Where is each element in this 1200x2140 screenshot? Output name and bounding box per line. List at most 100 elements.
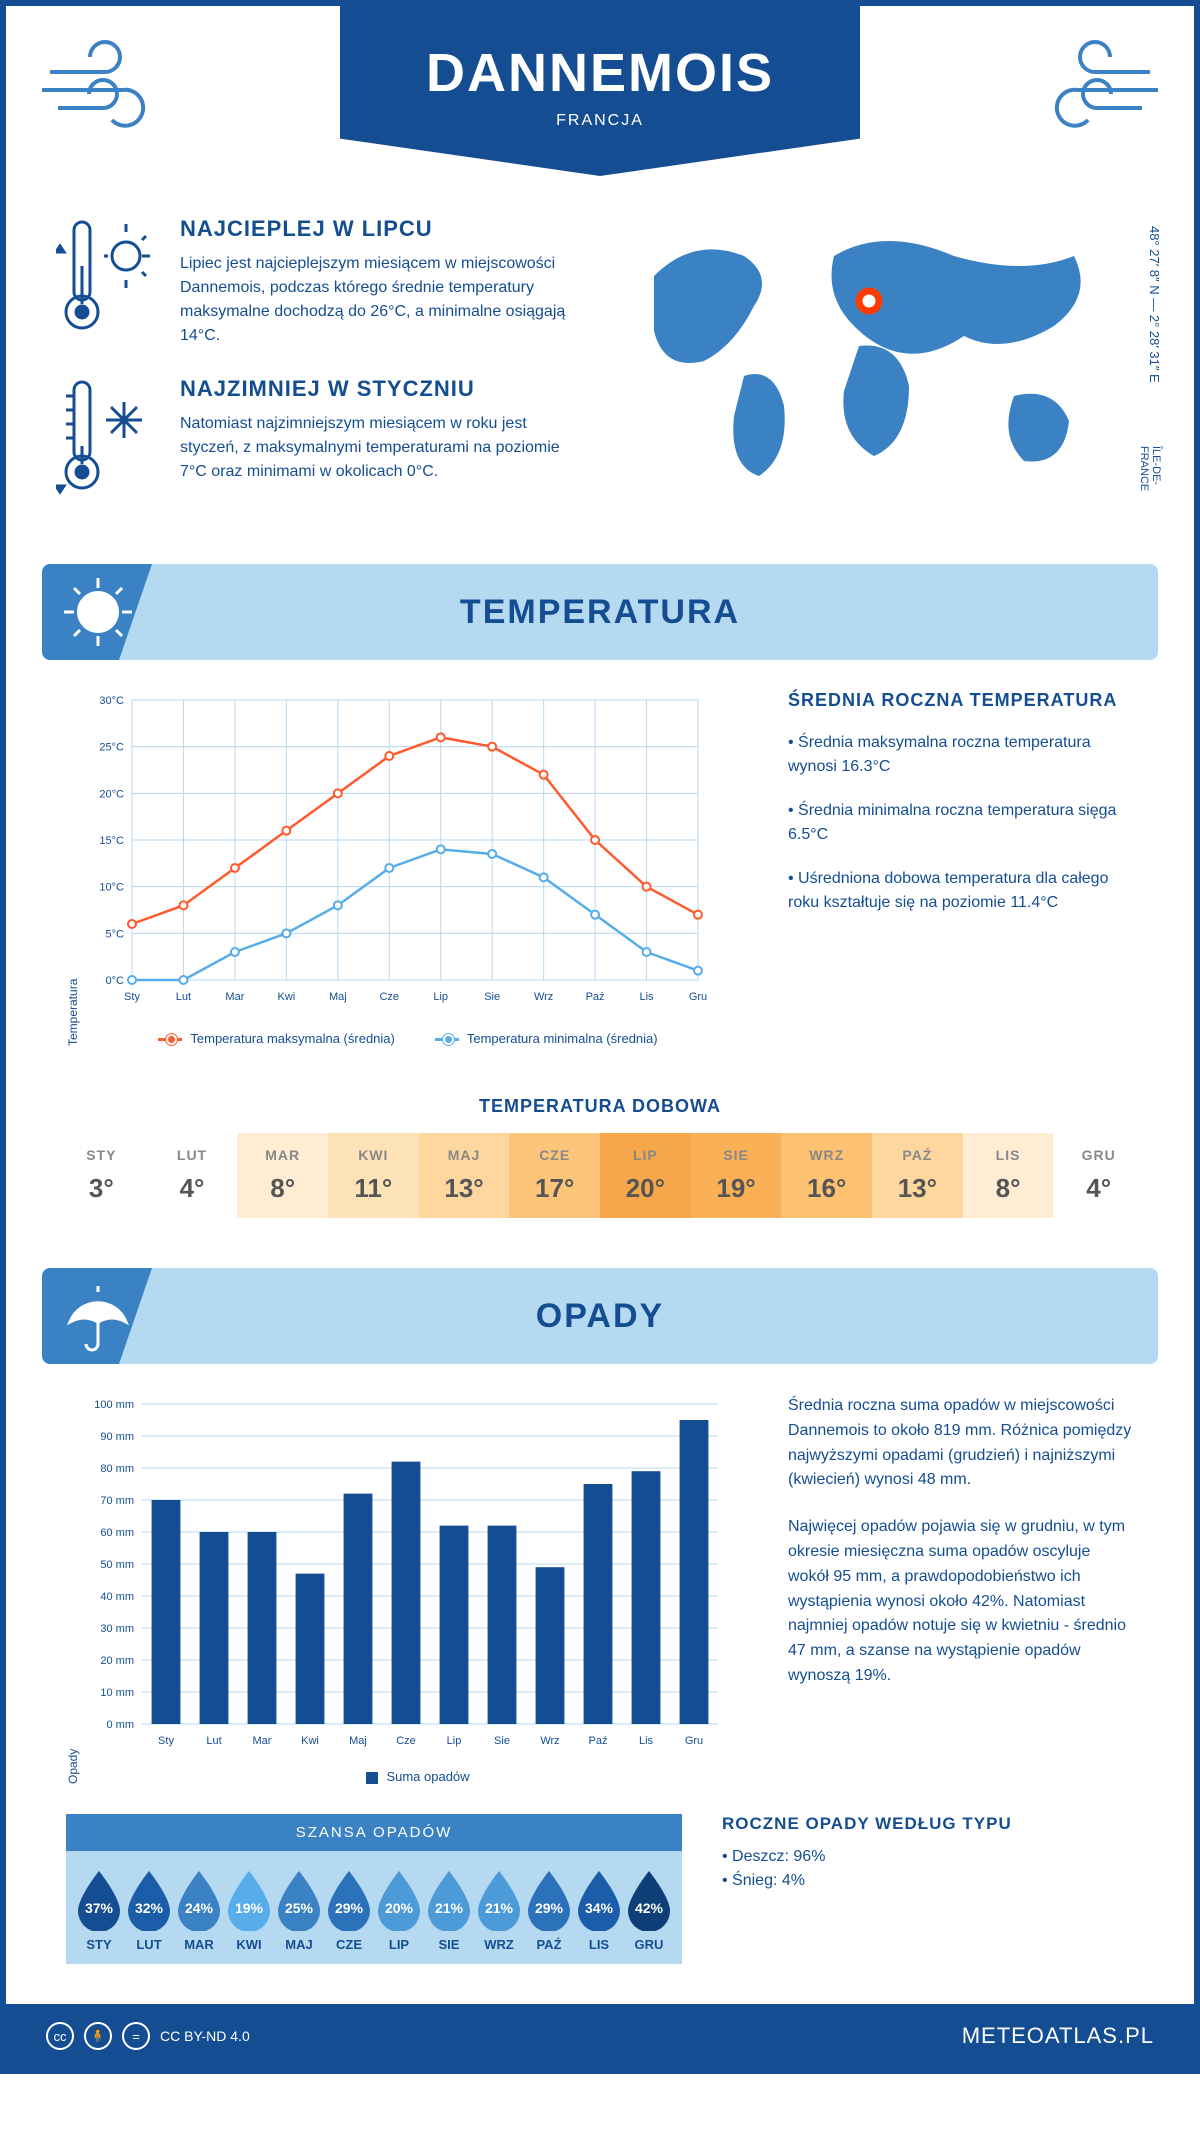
header: DANNEMOIS FRANCJA <box>6 6 1194 196</box>
chance-cell: 24% MAR <box>174 1869 224 1952</box>
svg-text:10°C: 10°C <box>99 882 124 894</box>
svg-text:42%: 42% <box>635 1900 664 1916</box>
fact-cold-text: Natomiast najzimniejszym miesiącem w rok… <box>180 412 584 484</box>
svg-text:Paź: Paź <box>586 991 605 1003</box>
svg-text:Sie: Sie <box>484 991 500 1003</box>
umbrella-icon <box>60 1278 136 1354</box>
svg-text:29%: 29% <box>335 1900 364 1916</box>
svg-text:Gru: Gru <box>685 1735 703 1747</box>
precip-legend: Suma opadów <box>88 1769 748 1784</box>
svg-text:Lip: Lip <box>433 991 448 1003</box>
svg-text:Kwi: Kwi <box>301 1735 319 1747</box>
daily-temp-title: TEMPERATURA DOBOWA <box>6 1096 1194 1117</box>
precip-text: Średnia roczna suma opadów w miejscowośc… <box>788 1394 1134 1784</box>
brand: METEOATLAS.PL <box>962 2023 1154 2049</box>
svg-text:25°C: 25°C <box>99 742 124 754</box>
svg-text:Sty: Sty <box>158 1735 174 1747</box>
coordinates: 48° 27′ 8″ N — 2° 28′ 31″ E <box>1147 226 1162 383</box>
city-name: DANNEMOIS <box>340 42 860 104</box>
svg-text:Cze: Cze <box>396 1735 416 1747</box>
world-map: 48° 27′ 8″ N — 2° 28′ 31″ E ÎLE-DE-FRANC… <box>624 216 1144 524</box>
daily-cell: MAR8° <box>237 1133 328 1218</box>
svg-text:Sie: Sie <box>494 1735 510 1747</box>
svg-text:Paź: Paź <box>589 1735 608 1747</box>
precip-p2: Najwięcej opadów pojawia się w grudniu, … <box>788 1515 1134 1689</box>
fact-cold-title: NAJZIMNIEJ W STYCZNIU <box>180 376 584 402</box>
banner-precip: OPADY <box>42 1268 1158 1364</box>
nd-icon: = <box>122 2022 150 2050</box>
svg-text:0°C: 0°C <box>106 975 125 987</box>
temp-fact-3: • Uśredniona dobowa temperatura dla całe… <box>788 867 1134 915</box>
legend-max: Temperatura maksymalna (średnia) <box>190 1031 394 1046</box>
chance-cell: 21% WRZ <box>474 1869 524 1952</box>
chance-cell: 21% SIE <box>424 1869 474 1952</box>
svg-text:25%: 25% <box>285 1900 314 1916</box>
svg-text:21%: 21% <box>485 1900 514 1916</box>
daily-cell: CZE17° <box>509 1133 600 1218</box>
title-ribbon: DANNEMOIS FRANCJA <box>340 6 860 176</box>
daily-cell: LUT4° <box>147 1133 238 1218</box>
cc-icon: cc <box>46 2022 74 2050</box>
svg-text:32%: 32% <box>135 1900 164 1916</box>
temp-facts: ŚREDNIA ROCZNA TEMPERATURA • Średnia mak… <box>788 690 1134 1046</box>
daily-cell: WRZ16° <box>781 1133 872 1218</box>
svg-text:Maj: Maj <box>329 991 347 1003</box>
svg-text:30 mm: 30 mm <box>100 1623 134 1635</box>
svg-text:Gru: Gru <box>689 991 707 1003</box>
svg-text:100 mm: 100 mm <box>94 1399 134 1411</box>
temperature-line-chart: 0°C5°C10°C15°C20°C25°C30°CStyLutMarKwiMa… <box>88 690 728 1010</box>
temp-chart-ylabel: Temperatura <box>66 690 80 1046</box>
temp-fact-2: • Średnia minimalna roczna temperatura s… <box>788 799 1134 847</box>
svg-text:50 mm: 50 mm <box>100 1559 134 1571</box>
chance-cell: 34% LIS <box>574 1869 624 1952</box>
svg-text:Kwi: Kwi <box>277 991 295 1003</box>
daily-temp-row: STY3°LUT4°MAR8°KWI11°MAJ13°CZE17°LIP20°S… <box>56 1133 1144 1218</box>
svg-text:90 mm: 90 mm <box>100 1431 134 1443</box>
type-title: ROCZNE OPADY WEDŁUG TYPU <box>722 1814 1134 1834</box>
svg-text:Lut: Lut <box>176 991 191 1003</box>
svg-text:0 mm: 0 mm <box>107 1719 135 1731</box>
svg-text:19%: 19% <box>235 1900 264 1916</box>
daily-cell: STY3° <box>56 1133 147 1218</box>
svg-text:5°C: 5°C <box>106 928 125 940</box>
sun-icon <box>60 574 136 650</box>
svg-text:Mar: Mar <box>253 1735 272 1747</box>
chance-title: SZANSA OPADÓW <box>66 1814 682 1851</box>
chance-cell: 29% CZE <box>324 1869 374 1952</box>
section-title-precip: OPADY <box>536 1297 664 1336</box>
daily-cell: MAJ13° <box>419 1133 510 1218</box>
svg-text:Lut: Lut <box>206 1735 221 1747</box>
svg-text:29%: 29% <box>535 1900 564 1916</box>
daily-cell: SIE19° <box>691 1133 782 1218</box>
svg-text:60 mm: 60 mm <box>100 1527 134 1539</box>
daily-cell: KWI11° <box>328 1133 419 1218</box>
svg-text:Wrz: Wrz <box>540 1735 559 1747</box>
svg-text:Sty: Sty <box>124 991 140 1003</box>
svg-text:34%: 34% <box>585 1900 614 1916</box>
svg-text:Lip: Lip <box>447 1735 462 1747</box>
temp-chart-legend: Temperatura maksymalna (średnia) Tempera… <box>88 1031 728 1046</box>
fact-warm-text: Lipiec jest najcieplejszym miesiącem w m… <box>180 252 584 348</box>
chance-cell: 19% KWI <box>224 1869 274 1952</box>
precip-chart-ylabel: Opady <box>66 1394 80 1784</box>
svg-text:40 mm: 40 mm <box>100 1591 134 1603</box>
svg-text:80 mm: 80 mm <box>100 1463 134 1475</box>
svg-text:Wrz: Wrz <box>534 991 553 1003</box>
precip-bar-chart: 0 mm10 mm20 mm30 mm40 mm50 mm60 mm70 mm8… <box>88 1394 748 1754</box>
chance-cell: 42% GRU <box>624 1869 674 1952</box>
precip-type: ROCZNE OPADY WEDŁUG TYPU • Deszcz: 96% •… <box>722 1814 1134 1964</box>
license-text: CC BY-ND 4.0 <box>160 2028 250 2044</box>
svg-text:Maj: Maj <box>349 1735 367 1747</box>
daily-cell: GRU4° <box>1053 1133 1144 1218</box>
wind-icon <box>40 32 180 147</box>
svg-text:30°C: 30°C <box>99 695 124 707</box>
chance-cell: 37% STY <box>74 1869 124 1952</box>
daily-cell: LIP20° <box>600 1133 691 1218</box>
region-label: ÎLE-DE-FRANCE <box>1138 446 1162 524</box>
chance-cell: 29% PAŹ <box>524 1869 574 1952</box>
precip-p1: Średnia roczna suma opadów w miejscowośc… <box>788 1394 1134 1493</box>
temp-fact-1: • Średnia maksymalna roczna temperatura … <box>788 731 1134 779</box>
svg-text:21%: 21% <box>435 1900 464 1916</box>
chance-cell: 32% LUT <box>124 1869 174 1952</box>
svg-text:Mar: Mar <box>225 991 244 1003</box>
